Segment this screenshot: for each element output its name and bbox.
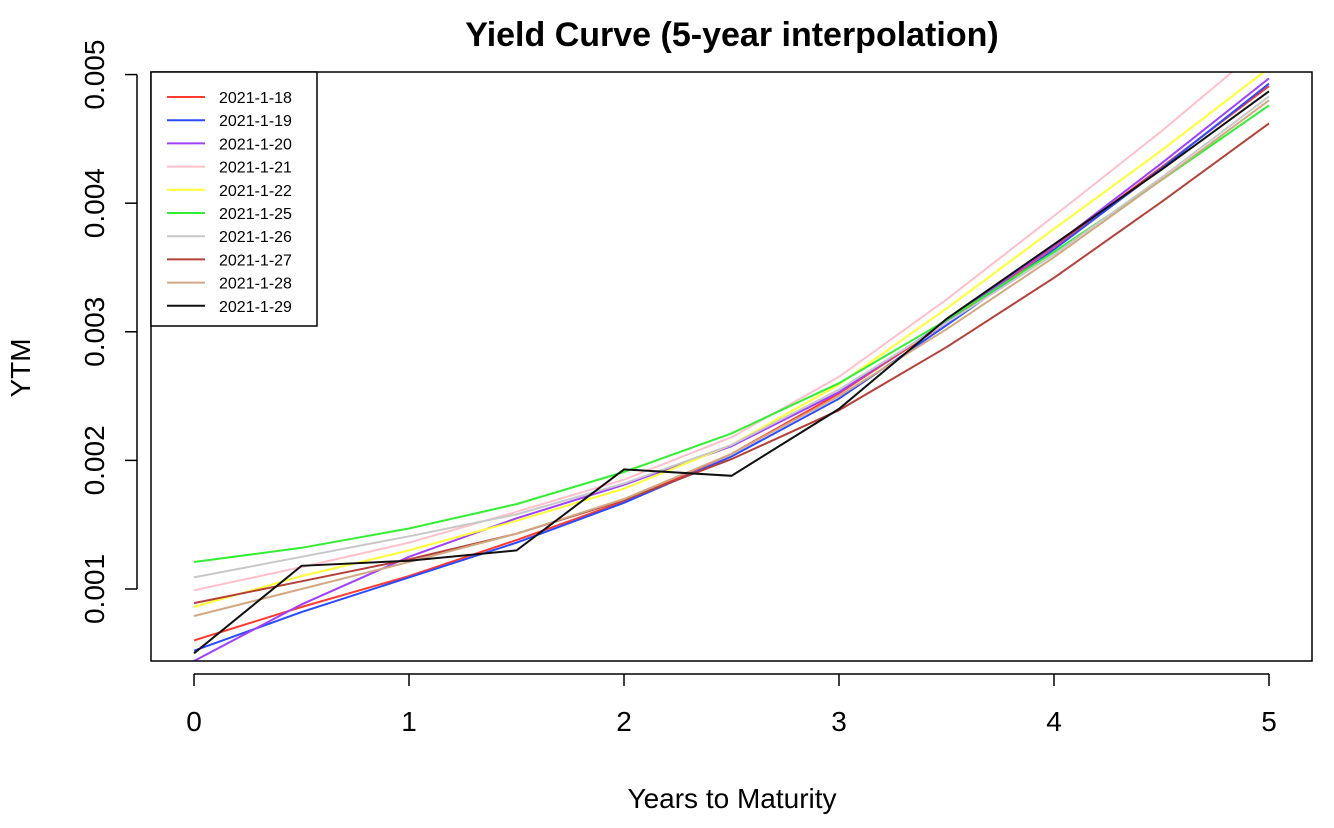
legend-label: 2021-1-25: [219, 206, 292, 223]
series-line-2021-1-26: [193, 95, 1270, 579]
plot-area: [150, 71, 1313, 662]
series-line-2021-1-18: [193, 85, 1270, 642]
y-tick-label: 0.001: [79, 554, 110, 624]
legend-box: [150, 71, 318, 327]
x-tick-label: 3: [831, 706, 847, 737]
legend-label: 2021-1-18: [219, 90, 292, 107]
x-tick-label: 1: [401, 706, 417, 737]
x-axis-label: Years to Maturity: [627, 783, 836, 814]
legend: 2021-1-18 2021-1-19 2021-1-20 2021-1-21 2021…: [150, 71, 318, 327]
x-tick-label: 5: [1261, 706, 1277, 737]
x-tick-label: 4: [1046, 706, 1062, 737]
legend-label: 2021-1-21: [219, 160, 292, 177]
y-tick-label: 0.002: [79, 425, 110, 495]
legend-label: 2021-1-28: [219, 276, 292, 293]
y-tick-label: 0.004: [79, 168, 110, 238]
legend-label: 2021-1-27: [219, 252, 292, 269]
legend-label: 2021-1-29: [219, 299, 292, 316]
y-axis-label: YTM: [5, 338, 36, 397]
legend-label: 2021-1-26: [219, 229, 292, 246]
series-line-2021-1-28: [193, 99, 1270, 617]
legend-label: 2021-1-20: [219, 136, 292, 153]
series-line-2021-1-29: [193, 90, 1270, 655]
x-tick-label: 2: [616, 706, 632, 737]
series-line-2021-1-19: [193, 82, 1270, 652]
y-tick-label: 0.005: [79, 40, 110, 110]
plot-frame: [150, 71, 1313, 662]
y-tick-label: 0.003: [79, 297, 110, 367]
legend-label: 2021-1-22: [219, 183, 292, 200]
chart-title: Yield Curve (5-year interpolation): [465, 16, 998, 54]
series-line-2021-1-20: [193, 77, 1270, 661]
series-line-2021-1-22: [193, 72, 1266, 608]
series-line-2021-1-21: [193, 72, 1234, 592]
x-tick-label: 0: [186, 706, 202, 737]
series-line-2021-1-27: [193, 122, 1270, 605]
y-axis: 0.001 0.002 0.003 0.004 0.005: [79, 40, 138, 624]
legend-label: 2021-1-19: [219, 113, 292, 130]
x-axis: 0 1 2 3 4 5: [186, 673, 1277, 737]
